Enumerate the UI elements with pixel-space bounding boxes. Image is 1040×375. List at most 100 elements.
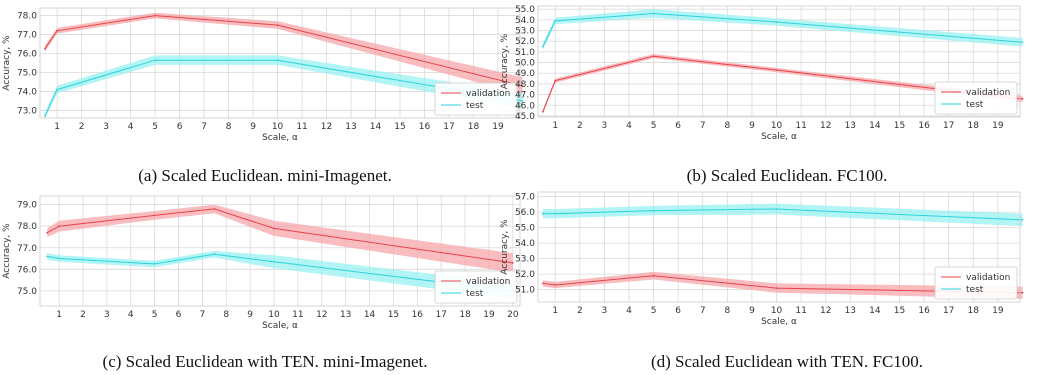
x-axis-title: Scale, α [262, 321, 298, 331]
test-data-point [652, 209, 655, 212]
plot-frame [39, 7, 521, 119]
y-tick-label: 45.0 [515, 112, 535, 122]
figure-caption: (c) Scaled Euclidean with TEN. mini-Imag… [103, 352, 428, 371]
validation-data-point [58, 225, 60, 228]
validation-legend-label: validation [966, 88, 1010, 98]
validation-data-point [521, 84, 524, 87]
y-tick-label: 74.0 [17, 87, 37, 97]
test-confidence-band [44, 55, 523, 119]
x-tick-label: 3 [104, 310, 110, 320]
test-data-point [213, 253, 216, 256]
legend: validation test [934, 266, 1018, 300]
x-tick-label: 15 [894, 121, 905, 131]
x-tick-label: 4 [626, 306, 632, 316]
plot-frame [537, 191, 1021, 303]
y-tick-label: 55.0 [515, 5, 535, 15]
x-tick-label: 1 [56, 310, 62, 320]
validation-data-point [511, 262, 514, 264]
test-series-line [47, 253, 513, 292]
x-tick-label: 20 [507, 310, 519, 320]
validation-data-point [153, 214, 156, 217]
x-tick-label: 6 [176, 310, 182, 320]
validation-data-point [213, 208, 216, 210]
x-axis-title: Scale, α [761, 132, 797, 142]
x-tick-label: 9 [749, 306, 755, 316]
plot-frame [39, 195, 521, 307]
x-tick-label: 11 [795, 306, 806, 316]
x-tick-label: 19 [992, 121, 1004, 131]
x-tick-label: 16 [918, 306, 930, 316]
x-tick-label: 11 [292, 310, 303, 320]
validation-data-point [154, 14, 157, 17]
x-tick-label: 10 [771, 121, 783, 131]
x-tick-label: 9 [749, 121, 755, 131]
x-tick-label: 19 [483, 310, 495, 320]
y-tick-label: 77.0 [17, 244, 37, 254]
validation-data-point [46, 231, 49, 234]
y-tick-label: 49.0 [515, 69, 535, 79]
y-tick-label: 47.0 [515, 91, 535, 101]
x-axis-title: Scale, α [761, 317, 797, 327]
legend: validation test [434, 82, 518, 116]
x-tick-label: 19 [492, 122, 504, 132]
x-tick-label: 10 [272, 122, 284, 132]
y-tick-label: 51.0 [515, 286, 535, 296]
x-tick-label: 8 [223, 310, 229, 320]
x-tick-label: 4 [626, 121, 632, 131]
validation-legend-label: validation [466, 89, 510, 99]
chart-panel: 1 2 3 4 5 6 7 8 9 10 11 12 13 14 15 16 17 18 1945.046.047.… [500, 5, 1024, 185]
x-tick-label: 14 [364, 310, 376, 320]
y-axis-title: Accuracy, % [500, 33, 510, 89]
x-tick-label: 6 [675, 306, 681, 316]
x-tick-label: 17 [943, 121, 954, 131]
test-data-point [1021, 41, 1024, 44]
grid-lines [40, 8, 520, 118]
chart-panel: 1 2 3 4 5 6 7 8 9 10 11 12 13 14 15 16 17 18 19 2075.076.07… [2, 195, 521, 371]
test-data-point [554, 20, 557, 22]
y-tick-label: 56.0 [515, 208, 535, 218]
figure-caption: (a) Scaled Euclidean. mini-Imagenet. [138, 166, 391, 185]
x-tick-label: 6 [675, 121, 681, 131]
test-legend-label: test [966, 285, 984, 295]
test-data-point [58, 257, 60, 260]
y-tick-label: 54.0 [515, 239, 535, 249]
x-tick-label: 4 [128, 310, 134, 320]
y-axis-title: Accuracy, % [500, 219, 510, 275]
x-tick-label: 6 [177, 122, 183, 132]
test-data-point [542, 45, 544, 48]
x-tick-label: 16 [918, 121, 930, 131]
test-legend-label: test [466, 101, 484, 111]
test-data-point [775, 21, 778, 23]
x-tick-label: 1 [552, 121, 558, 131]
test-data-point [56, 88, 58, 91]
x-tick-label: 5 [651, 306, 657, 316]
y-tick-label: 79.0 [17, 201, 37, 211]
figure-caption: (b) Scaled Euclidean. FC100. [687, 166, 888, 185]
test-data-point [1021, 219, 1024, 221]
x-tick-label: 8 [724, 121, 730, 131]
test-data-point [46, 255, 49, 258]
y-tick-label: 48.0 [515, 80, 535, 90]
x-tick-label: 17 [443, 122, 454, 132]
test-data-point [153, 263, 156, 265]
validation-data-point [542, 282, 544, 285]
x-tick-label: 18 [468, 122, 480, 132]
legend-box [934, 81, 1018, 115]
x-tick-label: 16 [412, 310, 424, 320]
validation-confidence-band [542, 271, 1023, 299]
x-tick-label: 15 [394, 122, 405, 132]
x-tick-label: 7 [700, 121, 706, 131]
validation-data-point [273, 227, 275, 230]
validation-data-point [1021, 291, 1024, 294]
x-tick-label: 8 [724, 306, 730, 316]
validation-data-point [652, 274, 655, 277]
y-tick-label: 54.0 [515, 16, 535, 26]
y-tick-label: 46.0 [515, 101, 535, 111]
test-data-point [273, 260, 275, 263]
y-tick-label: 78.0 [17, 12, 37, 22]
x-tick-label: 5 [152, 122, 158, 132]
x-tick-label: 18 [968, 121, 980, 131]
x-tick-label: 19 [992, 306, 1004, 316]
test-data-point [44, 115, 46, 117]
validation-data-point [1021, 98, 1024, 100]
